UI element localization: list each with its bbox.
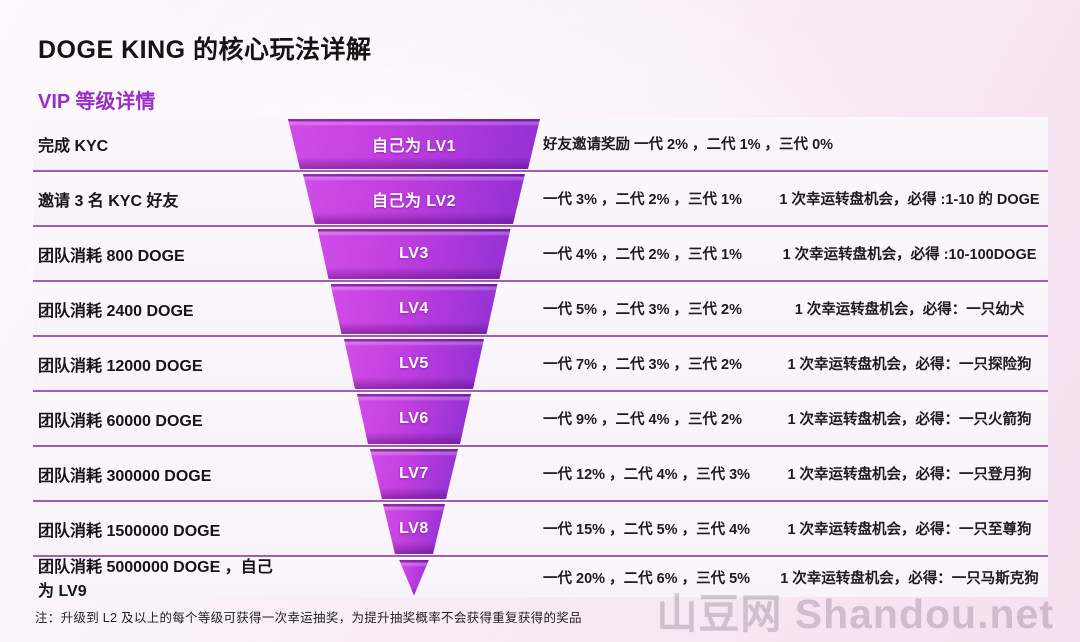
funnel-segment-lv2: 自己为 LV2 — [303, 174, 525, 224]
footnote: 注：升级到 L2 及以上的每个等级可获得一次幸运抽奖，为提升抽奖概率不会获得重复… — [35, 611, 582, 625]
row-condition: 团队消耗 800 DOGE — [38, 247, 185, 265]
funnel-cell: LV5 — [285, 337, 543, 390]
table-row: 邀请 3 名 KYC 好友 自己为 LV2 一代 3% ，二代 2% ，三代 1… — [33, 172, 1048, 227]
funnel-level-label: 自己为 LV2 — [371, 193, 457, 210]
row-condition: 团队消耗 300000 DOGE — [38, 467, 212, 485]
row-rates: 一代 4% ，二代 2% ，三代 1% — [543, 247, 743, 263]
row-rates: 一代 9% ，二代 4% ，三代 2% — [543, 412, 743, 428]
row-wheel-reward: 1 次幸运转盘机会，必得：一只幼犬 — [794, 302, 1025, 318]
funnel-cell: 自己为 LV2 — [285, 172, 543, 225]
funnel-level-label: LV5 — [399, 355, 429, 372]
row-rates: 一代 7% ，二代 3% ，三代 2% — [543, 357, 743, 373]
row-condition: 邀请 3 名 KYC 好友 — [38, 192, 179, 210]
funnel-cell: 自己为 LV1 — [285, 117, 543, 170]
vip-level-table: 完成 KYC 自己为 LV1 好友邀请奖励 一代 2% ，二代 1% ，三代 0… — [33, 117, 1048, 600]
table-row: 团队消耗 60000 DOGE LV6 一代 9% ，二代 4% ，三代 2% … — [33, 392, 1048, 447]
funnel-cell: LV7 — [285, 447, 543, 500]
row-rates: 一代 5% ，二代 3% ，三代 2% — [543, 302, 743, 318]
funnel-segment-lv9-tip — [399, 559, 429, 596]
watermark: 山豆网 Shandou.net — [656, 591, 1054, 637]
table-row: 完成 KYC 自己为 LV1 好友邀请奖励 一代 2% ，二代 1% ，三代 0… — [33, 117, 1048, 172]
table-row: 团队消耗 800 DOGE LV3 一代 4% ，二代 2% ，三代 1% 1 … — [33, 227, 1048, 282]
funnel-segment-lv5: LV5 — [344, 339, 484, 389]
row-wheel-reward: 1 次幸运转盘机会，必得：一只马斯克狗 — [780, 570, 1039, 587]
funnel-level-label: LV6 — [399, 410, 429, 427]
row-condition: 团队消耗 2400 DOGE — [38, 302, 194, 320]
funnel-segment-lv3: LV3 — [318, 229, 511, 279]
row-wheel-reward: 1 次幸运转盘机会，必得：一只登月狗 — [787, 467, 1032, 483]
funnel-segment-lv7: LV7 — [370, 449, 458, 499]
table-row: 团队消耗 300000 DOGE LV7 一代 12% ，二代 4% ，三代 3… — [33, 447, 1048, 502]
row-rates: 好友邀请奖励 一代 2% ，二代 1% ，三代 0% — [543, 137, 834, 153]
funnel-level-label: 自己为 LV1 — [371, 138, 457, 155]
funnel-segment-lv4: LV4 — [331, 284, 498, 334]
funnel-level-label: LV8 — [399, 520, 429, 537]
page-title: DOGE KING 的核心玩法详解 — [38, 36, 372, 64]
row-wheel-reward: 1 次幸运转盘机会，必得：一只探险狗 — [787, 357, 1032, 373]
funnel-cell: LV6 — [285, 392, 543, 445]
table-row: 团队消耗 5000000 DOGE ，自己为 LV9 一代 20% ，二代 6%… — [33, 557, 1048, 600]
section-title: VIP 等级详情 — [38, 91, 156, 113]
row-rates: 一代 12% ，二代 4% ，三代 3% — [543, 467, 751, 483]
row-rates: 一代 15% ，二代 5% ，三代 4% — [543, 522, 751, 538]
row-rates: 一代 20% ，二代 6% ，三代 5% — [543, 570, 751, 587]
funnel-level-label: LV7 — [399, 465, 429, 482]
row-wheel-reward: 1 次幸运转盘机会，必得：一只火箭狗 — [787, 412, 1032, 428]
funnel-cell — [285, 557, 543, 597]
row-condition: 团队消耗 60000 DOGE — [38, 412, 203, 430]
funnel-level-label: LV4 — [399, 300, 429, 317]
row-wheel-reward: 1 次幸运转盘机会，必得 :1-10 的 DOGE — [779, 192, 1040, 208]
row-condition: 团队消耗 5000000 DOGE ，自己为 LV9 — [38, 559, 273, 600]
row-wheel-reward: 1 次幸运转盘机会，必得 :10-100DOGE — [782, 247, 1037, 263]
funnel-level-label: LV3 — [399, 245, 429, 262]
funnel-segment-lv8: LV8 — [383, 504, 445, 554]
funnel-cell: LV3 — [285, 227, 543, 280]
funnel-cell: LV8 — [285, 502, 543, 555]
row-wheel-reward: 1 次幸运转盘机会，必得：一只至尊狗 — [787, 522, 1032, 538]
row-condition: 团队消耗 1500000 DOGE — [38, 522, 221, 540]
table-row: 团队消耗 2400 DOGE LV4 一代 5% ，二代 3% ，三代 2% 1… — [33, 282, 1048, 337]
table-row: 团队消耗 1500000 DOGE LV8 一代 15% ，二代 5% ，三代 … — [33, 502, 1048, 557]
funnel-cell: LV4 — [285, 282, 543, 335]
row-condition: 团队消耗 12000 DOGE — [38, 357, 203, 375]
funnel-segment-lv6: LV6 — [357, 394, 471, 444]
table-row: 团队消耗 12000 DOGE LV5 一代 7% ，二代 3% ，三代 2% … — [33, 337, 1048, 392]
funnel-segment-lv1: 自己为 LV1 — [288, 119, 540, 169]
row-rates: 一代 3% ，二代 2% ，三代 1% — [543, 192, 743, 208]
row-condition: 完成 KYC — [38, 137, 109, 155]
